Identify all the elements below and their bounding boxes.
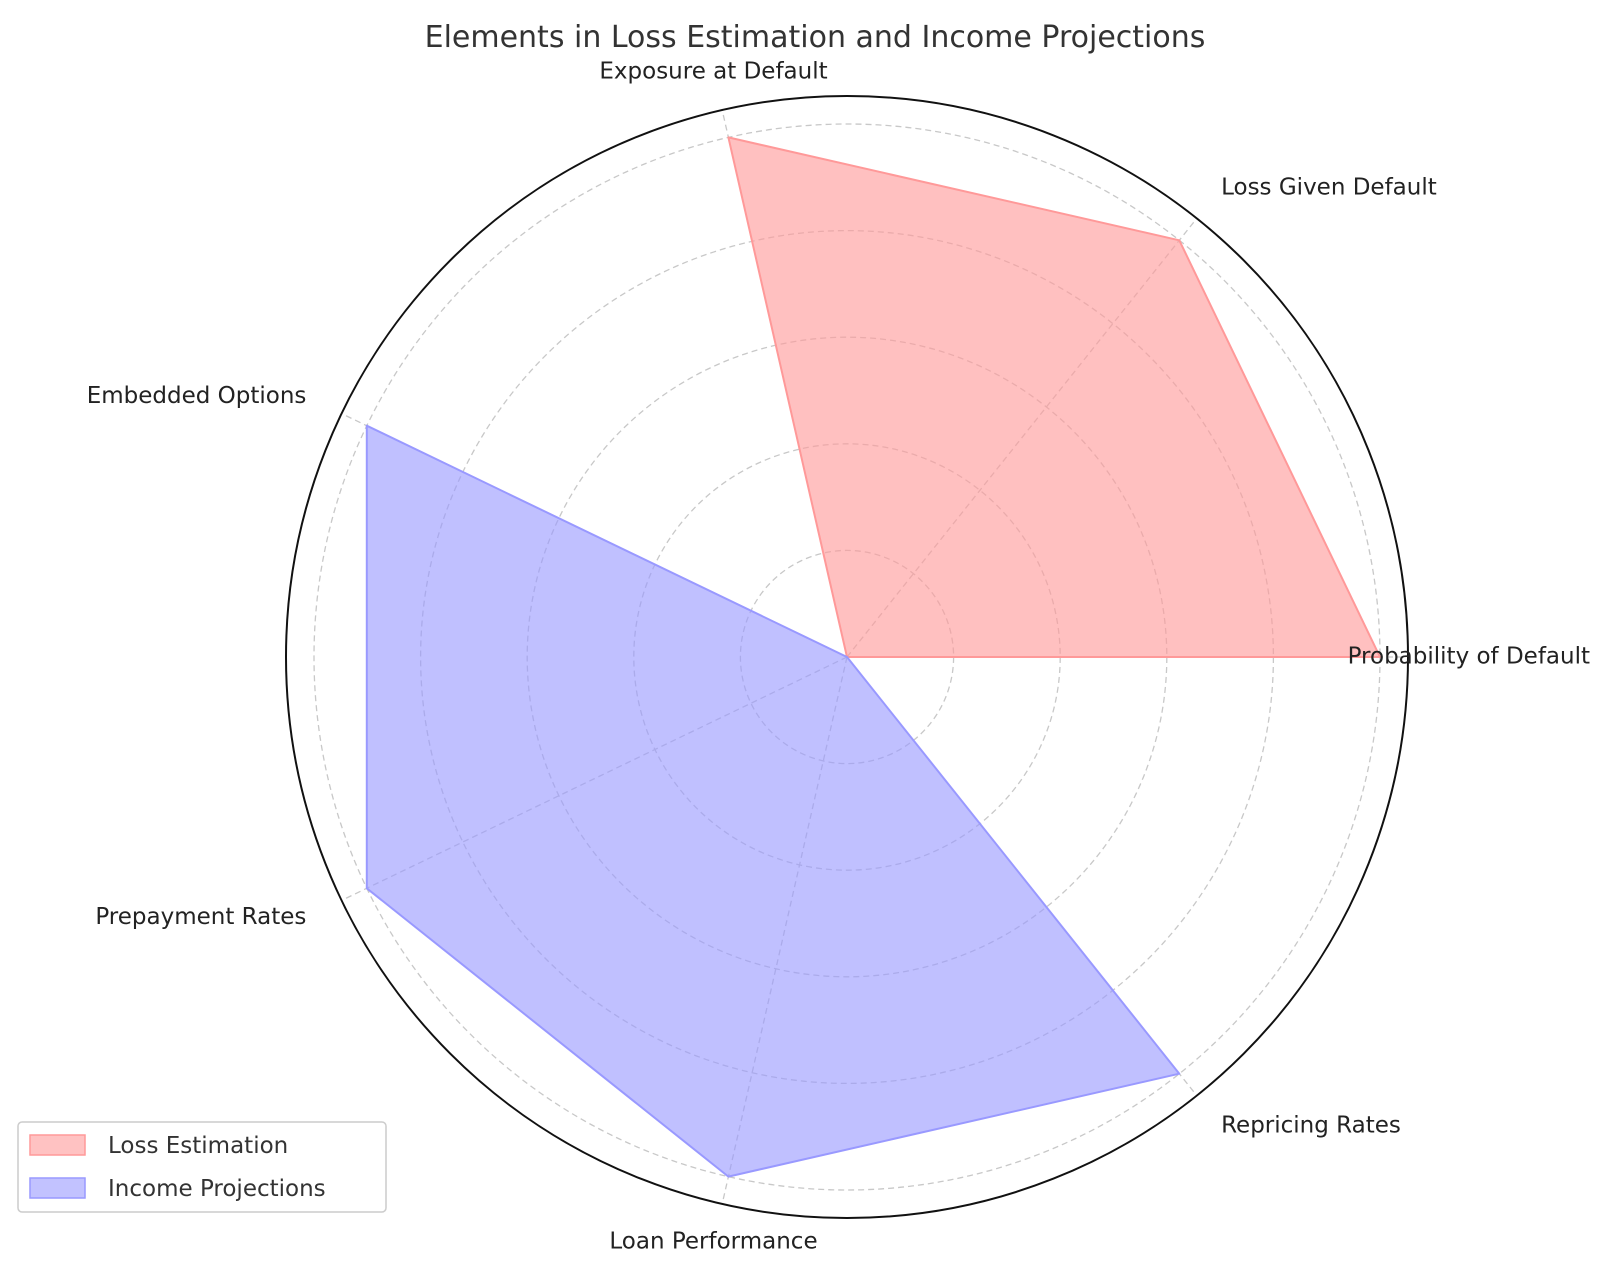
category-label-loss-given-default: Loss Given Default xyxy=(1221,174,1437,200)
legend-label-loss-estimation: Loss Estimation xyxy=(108,1133,288,1159)
category-label-loan-performance: Loan Performance xyxy=(609,1229,817,1255)
category-label-probability-of-default: Probability of Default xyxy=(1348,644,1590,670)
series-layer xyxy=(365,136,1381,1178)
category-label-prepayment-rates: Prepayment Rates xyxy=(95,904,306,930)
legend-label-income-projections: Income Projections xyxy=(108,1176,326,1202)
series-area-loss-estimation xyxy=(727,136,1381,658)
category-label-exposure-at-default: Exposure at Default xyxy=(599,59,827,85)
category-label-repricing-rates: Repricing Rates xyxy=(1221,1113,1401,1139)
legend: Loss Estimation Income Projections xyxy=(17,1121,387,1213)
legend-frame xyxy=(17,1121,387,1213)
chart-title: Elements in Loss Estimation and Income P… xyxy=(425,20,1206,55)
category-labels: Probability of Default Loss Given Default… xyxy=(87,59,1590,1255)
legend-swatch-income-projections xyxy=(29,1177,86,1199)
polar-frame xyxy=(285,95,1409,1219)
category-label-embedded-options: Embedded Options xyxy=(87,383,307,409)
legend-swatch-loss-estimation xyxy=(29,1134,86,1156)
series-area-income-projections xyxy=(365,424,1181,1178)
